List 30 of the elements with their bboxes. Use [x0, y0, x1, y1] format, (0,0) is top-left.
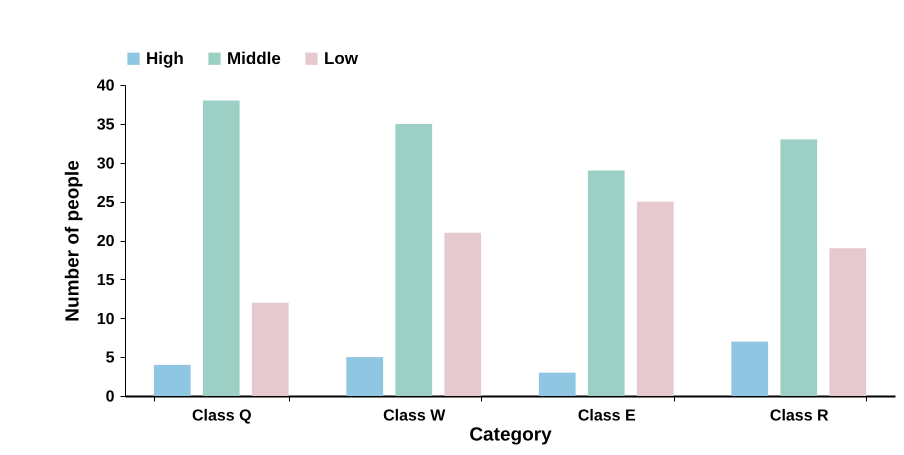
x-tick-label: Class R — [770, 408, 830, 424]
bar — [444, 232, 482, 396]
bar — [538, 372, 576, 396]
legend-label: Middle — [227, 48, 281, 68]
x-tick-label: Class Q — [192, 408, 252, 424]
legend-label: High — [146, 48, 184, 68]
y-tick-label: 25 — [96, 194, 115, 212]
bar — [731, 342, 768, 396]
bar — [154, 364, 191, 396]
y-tick-label: 15 — [96, 272, 115, 289]
y-tick-label: 35 — [96, 116, 115, 134]
legend-label: Low — [324, 48, 359, 68]
bar — [395, 124, 432, 396]
bar — [636, 202, 674, 396]
x-axis-title: Category — [469, 424, 552, 446]
x-tick-label: Class W — [383, 408, 446, 424]
y-axis-title: Number of people — [62, 160, 84, 322]
y-tick-label: 30 — [96, 155, 115, 172]
y-tick-label: 5 — [106, 350, 115, 367]
bar — [588, 170, 625, 396]
bar — [252, 302, 289, 396]
y-tick-label: 10 — [96, 310, 115, 328]
bar — [780, 139, 818, 396]
x-tick-label: Class E — [578, 408, 636, 424]
y-tick-label: 20 — [96, 233, 115, 250]
bar — [202, 100, 240, 396]
y-tick-label: 40 — [96, 78, 115, 94]
y-tick-label: 0 — [106, 388, 115, 406]
bar — [346, 357, 384, 396]
bar — [829, 248, 866, 396]
